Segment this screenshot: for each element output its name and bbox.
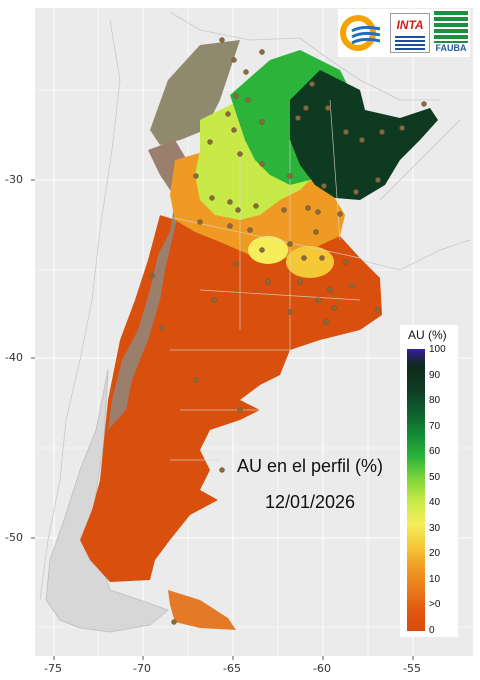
legend: AU (%) 100 90 80 70 60 50 40 30 20 10 >0… bbox=[400, 325, 458, 637]
y-tick-label: -30 bbox=[5, 173, 23, 186]
legend-label: 0 bbox=[429, 625, 435, 636]
yellow-patch bbox=[248, 236, 288, 264]
inta-logo-stripes bbox=[395, 36, 425, 50]
water-logo bbox=[340, 15, 381, 51]
legend-color-bar bbox=[407, 349, 425, 631]
legend-label: 40 bbox=[429, 497, 441, 508]
map-date: 12/01/2026 bbox=[264, 492, 356, 512]
andes-strip bbox=[108, 140, 190, 430]
yellow-patch-2 bbox=[286, 246, 334, 278]
fauba-logo-mark bbox=[434, 11, 468, 43]
legend-label: 50 bbox=[429, 472, 441, 483]
wet-northeast bbox=[290, 70, 438, 200]
legend-label: 100 bbox=[429, 344, 446, 355]
legend-label: 60 bbox=[429, 446, 441, 457]
tierra-del-fuego bbox=[168, 590, 236, 630]
station-dots bbox=[149, 37, 427, 625]
x-tick-label: -60 bbox=[313, 662, 331, 675]
legend-label: 80 bbox=[429, 395, 441, 406]
legend-title: AU (%) bbox=[408, 328, 447, 342]
x-tick-label: -75 bbox=[44, 662, 62, 675]
andes-strip-north bbox=[150, 40, 240, 145]
map-title: AU en el perfil (%) bbox=[236, 456, 384, 476]
neighbor-borders bbox=[39, 11, 471, 601]
axis-ticks bbox=[31, 179, 414, 660]
legend-label: 90 bbox=[429, 370, 441, 381]
logo-strip: INTA FAUBA bbox=[338, 9, 470, 57]
x-tick-label: -65 bbox=[223, 662, 241, 675]
y-tick-label: -40 bbox=[5, 351, 23, 364]
x-tick-label: -55 bbox=[403, 662, 421, 675]
y-tick-label: -50 bbox=[5, 531, 23, 544]
legend-label: 30 bbox=[429, 523, 441, 534]
fauba-logo: FAUBA bbox=[434, 11, 468, 55]
x-tick-label: -70 bbox=[133, 662, 151, 675]
legend-label: 20 bbox=[429, 548, 441, 559]
inta-logo-text: INTA bbox=[396, 18, 424, 32]
inta-logo: INTA bbox=[390, 13, 430, 53]
legend-label: 70 bbox=[429, 421, 441, 432]
legend-label: >0 bbox=[429, 599, 441, 610]
legend-label: 10 bbox=[429, 574, 441, 585]
fauba-logo-text: FAUBA bbox=[435, 43, 467, 53]
